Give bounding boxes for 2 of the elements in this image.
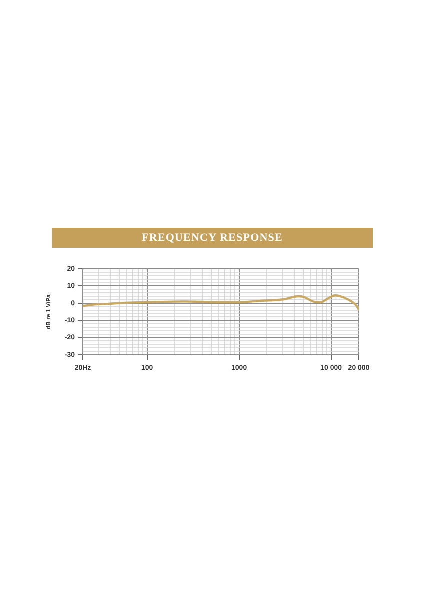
chart-title: FREQUENCY RESPONSE: [142, 232, 283, 244]
banner: FREQUENCY RESPONSE: [52, 228, 373, 248]
